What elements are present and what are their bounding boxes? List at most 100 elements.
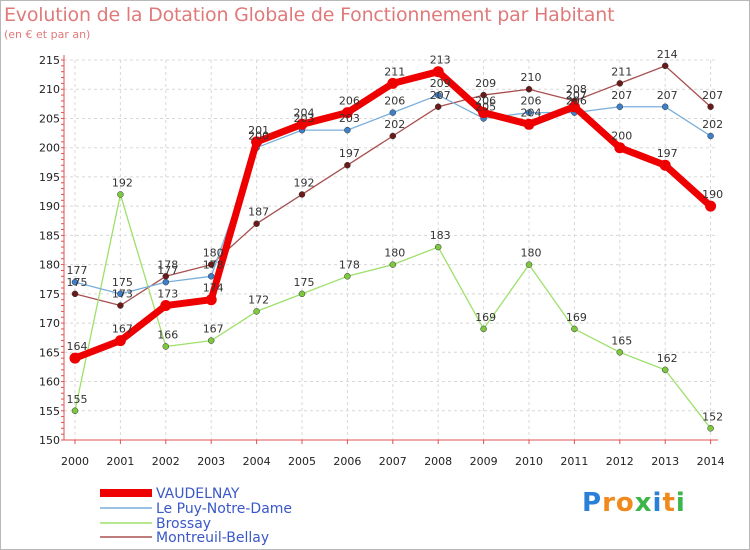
x-tick-label: 2005 xyxy=(288,455,316,468)
data-point-le-puy-notre-dame xyxy=(525,109,533,116)
data-label-vaudelnay: 207 xyxy=(566,89,587,102)
proxiti-logo: Proxiti xyxy=(582,488,686,518)
data-label-vaudelnay: 201 xyxy=(248,124,269,137)
x-tick-label: 2003 xyxy=(197,455,225,468)
data-point-montreuil-bellay xyxy=(525,85,533,93)
data-label-montreuil-bellay: 214 xyxy=(657,48,678,61)
y-tick-label: 185 xyxy=(39,229,60,242)
data-point-brossay xyxy=(434,243,442,251)
data-label-vaudelnay: 174 xyxy=(203,282,224,295)
x-tick-label: 2000 xyxy=(61,455,89,468)
data-point-montreuil-bellay xyxy=(117,302,124,309)
data-point-vaudelnay xyxy=(114,335,126,347)
data-point-montreuil-bellay xyxy=(344,161,351,169)
data-label-brossay: 178 xyxy=(339,258,360,271)
data-label-le-puy-notre-dame: 203 xyxy=(339,112,360,125)
data-label-le-puy-notre-dame: 207 xyxy=(611,89,632,102)
data-point-brossay xyxy=(616,349,624,356)
data-label-montreuil-bellay: 207 xyxy=(430,89,451,102)
x-tick-label: 2011 xyxy=(560,455,588,468)
legend-label: Brossay xyxy=(156,516,212,532)
data-label-vaudelnay: 206 xyxy=(339,95,360,108)
data-point-montreuil-bellay xyxy=(616,80,624,87)
data-label-montreuil-bellay: 197 xyxy=(339,147,360,160)
data-label-brossay: 166 xyxy=(157,328,178,341)
y-tick-label: 180 xyxy=(39,259,60,272)
chart-subtitle: (en € et par an) xyxy=(4,28,91,41)
data-label-vaudelnay: 173 xyxy=(157,288,178,301)
x-tick-label: 2007 xyxy=(379,455,407,468)
data-label-montreuil-bellay: 207 xyxy=(702,89,723,102)
data-label-brossay: 167 xyxy=(203,323,224,336)
data-point-vaudelnay xyxy=(160,300,172,312)
y-tick-label: 160 xyxy=(39,376,60,389)
legend-swatch-brossay xyxy=(100,522,152,524)
y-tick-label: 155 xyxy=(39,405,60,418)
data-point-montreuil-bellay xyxy=(298,191,306,198)
data-label-montreuil-bellay: 208 xyxy=(566,83,587,96)
y-tick-label: 170 xyxy=(39,317,60,330)
x-tick-label: 2008 xyxy=(424,455,452,468)
data-label-montreuil-bellay: 192 xyxy=(294,176,315,189)
data-point-brossay xyxy=(207,337,215,344)
data-label-brossay: 183 xyxy=(430,229,451,242)
x-tick-label: 2012 xyxy=(606,455,634,468)
data-label-brossay: 155 xyxy=(67,393,88,406)
x-tick-label: 2014 xyxy=(697,455,725,468)
data-point-le-puy-notre-dame xyxy=(117,290,124,298)
y-tick-label: 195 xyxy=(39,171,60,184)
data-point-vaudelnay xyxy=(568,101,580,113)
data-label-le-puy-notre-dame: 202 xyxy=(702,118,723,131)
x-tick-label: 2001 xyxy=(106,455,134,468)
data-label-montreuil-bellay: 209 xyxy=(475,77,496,90)
data-point-le-puy-notre-dame xyxy=(707,132,714,140)
data-label-brossay: 180 xyxy=(384,247,405,260)
data-label-vaudelnay: 190 xyxy=(702,188,723,201)
data-label-brossay: 169 xyxy=(566,311,587,324)
data-point-brossay xyxy=(707,425,714,432)
data-label-vaudelnay: 206 xyxy=(475,95,496,108)
data-label-montreuil-bellay: 202 xyxy=(384,118,405,131)
data-point-le-puy-notre-dame xyxy=(616,103,624,111)
data-point-montreuil-bellay xyxy=(707,103,714,111)
data-point-le-puy-notre-dame xyxy=(207,273,215,280)
data-point-brossay xyxy=(253,308,260,315)
x-tick-label: 2004 xyxy=(243,455,271,468)
x-tick-label: 2013 xyxy=(651,455,679,468)
data-point-brossay xyxy=(480,325,487,333)
data-point-brossay xyxy=(525,261,533,268)
y-tick-label: 190 xyxy=(39,200,60,213)
data-point-le-puy-notre-dame xyxy=(389,109,397,116)
data-point-brossay xyxy=(117,191,124,198)
data-label-vaudelnay: 167 xyxy=(112,323,133,336)
data-point-montreuil-bellay xyxy=(71,290,79,298)
chart-title: Evolution de la Dotation Globale de Fonc… xyxy=(4,4,615,26)
data-point-brossay xyxy=(71,407,79,415)
y-tick-label: 165 xyxy=(39,346,60,359)
y-tick-label: 150 xyxy=(39,434,60,447)
logo-letter: i xyxy=(675,488,686,518)
data-label-brossay: 162 xyxy=(657,352,678,365)
legend-label: VAUDELNAY xyxy=(156,486,240,502)
legend-swatch-montreuil-bellay xyxy=(100,536,152,538)
legend-swatch-le-puy-notre-dame xyxy=(100,507,152,509)
data-point-le-puy-notre-dame xyxy=(71,278,79,286)
data-label-brossay: 165 xyxy=(611,334,632,347)
x-tick-label: 2006 xyxy=(333,455,361,468)
y-tick-label: 205 xyxy=(39,112,60,125)
data-label-vaudelnay: 200 xyxy=(611,130,632,143)
data-point-vaudelnay xyxy=(432,66,444,78)
data-label-le-puy-notre-dame: 177 xyxy=(67,264,88,277)
data-label-vaudelnay: 213 xyxy=(430,54,451,67)
data-label-le-puy-notre-dame: 209 xyxy=(430,77,451,90)
legend-label: Montreuil-Bellay xyxy=(156,530,270,546)
data-point-montreuil-bellay xyxy=(661,62,669,70)
logo-letter: r xyxy=(602,488,616,518)
data-label-brossay: 152 xyxy=(702,410,723,423)
logo-letter: o xyxy=(615,488,635,518)
data-label-le-puy-notre-dame: 177 xyxy=(157,264,178,277)
data-label-vaudelnay: 204 xyxy=(521,106,542,119)
data-label-le-puy-notre-dame: 178 xyxy=(203,258,224,271)
data-point-montreuil-bellay xyxy=(389,132,397,140)
data-point-brossay xyxy=(389,261,397,268)
